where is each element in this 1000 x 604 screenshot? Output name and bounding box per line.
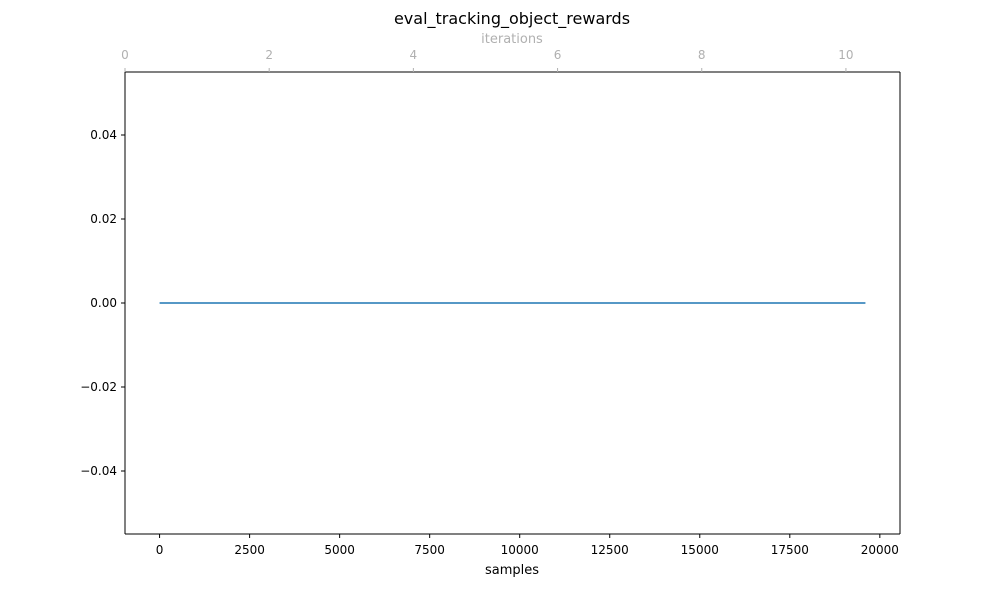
x-tick-label: 7500 [414, 543, 445, 557]
x-tick-label: 15000 [681, 543, 719, 557]
secondary-x-tick-label: 2 [265, 48, 273, 62]
secondary-x-tick-label: 0 [121, 48, 129, 62]
x-tick-label: 5000 [324, 543, 355, 557]
y-tick-label: 0.02 [90, 212, 117, 226]
secondary-x-tick-label: 6 [554, 48, 562, 62]
secondary-x-tick-label: 8 [698, 48, 706, 62]
secondary-x-axis-title: iterations [481, 32, 543, 47]
secondary-x-tick-label: 10 [838, 48, 853, 62]
y-tick-label: 0.00 [90, 296, 117, 310]
x-tick-label: 12500 [591, 543, 629, 557]
x-tick-label: 0 [156, 543, 164, 557]
y-tick-label: −0.02 [80, 380, 117, 394]
x-axis-title: samples [485, 563, 539, 578]
secondary-x-tick-label: 4 [410, 48, 418, 62]
y-tick-label: −0.04 [80, 464, 117, 478]
x-tick-label: 17500 [771, 543, 809, 557]
x-tick-label: 10000 [501, 543, 539, 557]
x-tick-label: 2500 [234, 543, 265, 557]
y-tick-label: 0.04 [90, 128, 117, 142]
chart-title: eval_tracking_object_rewards [394, 9, 630, 29]
x-tick-label: 20000 [861, 543, 899, 557]
